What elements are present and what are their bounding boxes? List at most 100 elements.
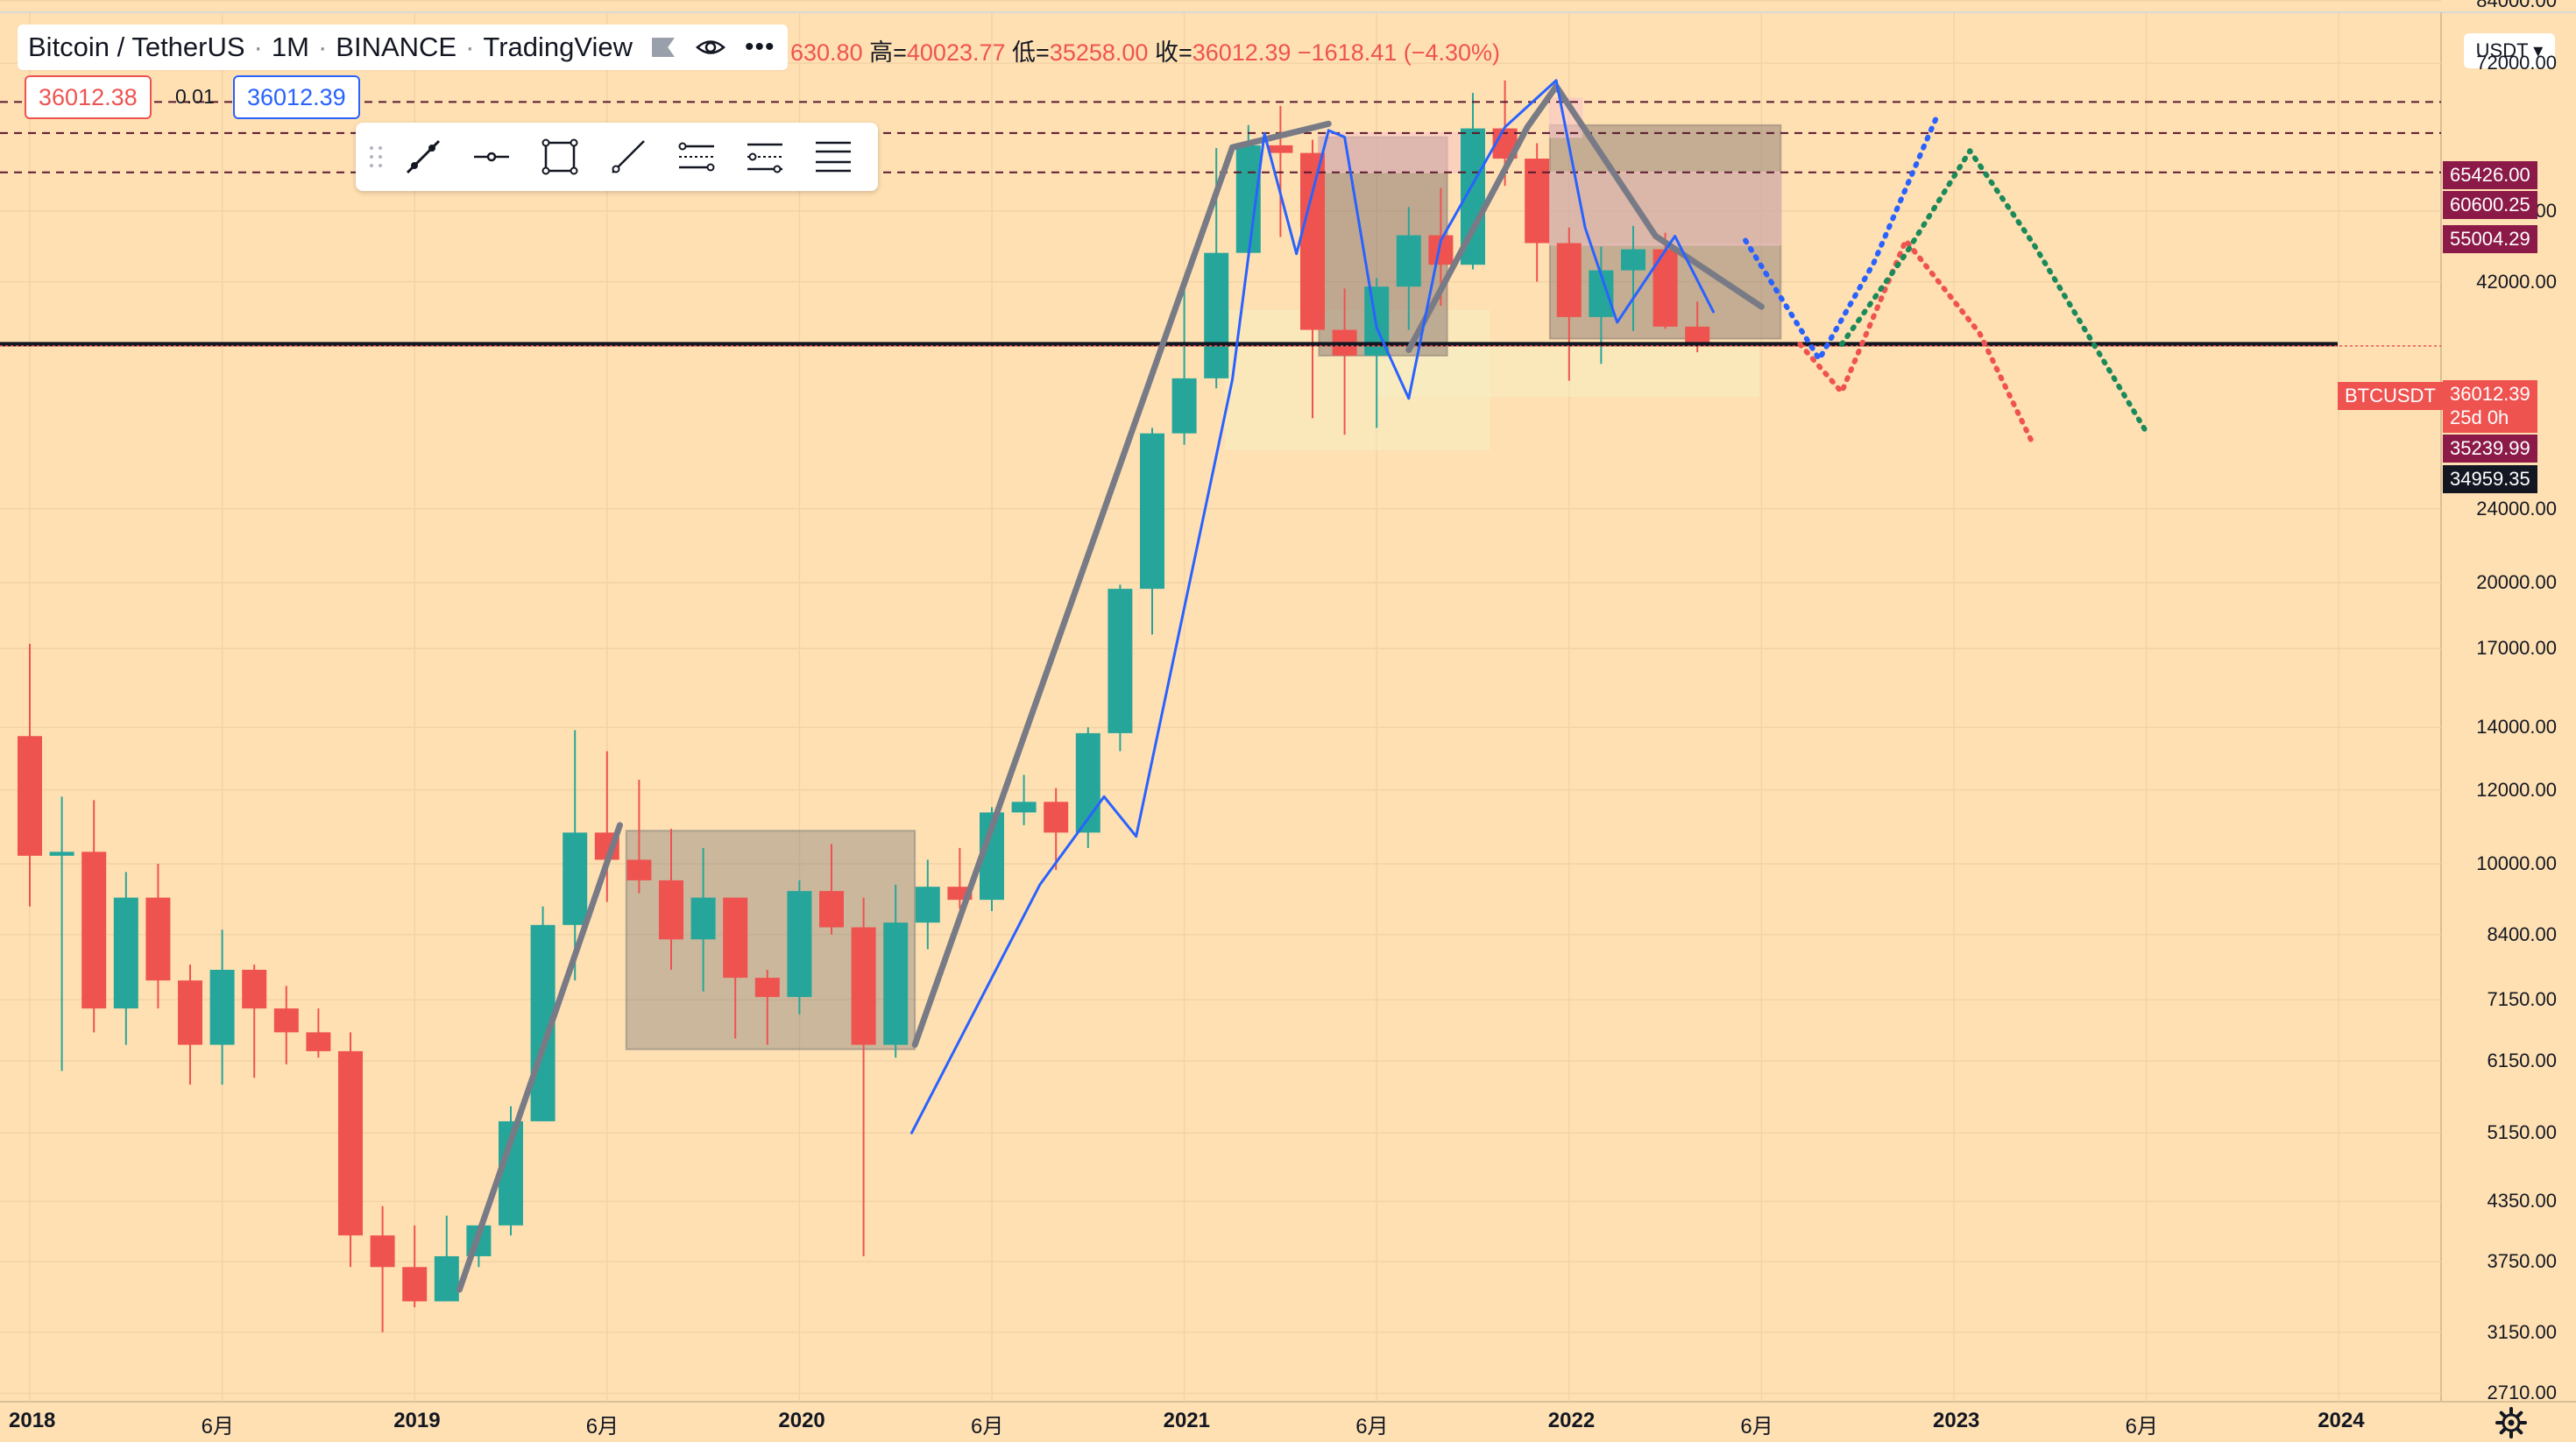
candle-body [1652,249,1678,327]
trend-line-2019 [456,822,623,1293]
flag-icon[interactable] [652,38,676,57]
candle-body [434,1255,459,1302]
horizontal-ray-icon [474,152,509,162]
rectangle-tool[interactable] [526,123,594,191]
rectangle-icon [541,138,578,175]
time-axis-label: 6月 [585,1415,619,1438]
trend-line-icon [406,139,441,174]
current-price-value: 36012.39 [2450,383,2530,405]
time-axis-label: 6月 [2125,1415,2158,1438]
close-label: 收= [1154,39,1192,66]
candle-body [723,897,748,979]
candle-body [49,852,74,856]
parallel-channel-icon [678,142,715,172]
time-axis-label: 2021 [1163,1409,1210,1432]
price-axis-label: 6150.00 [2487,1050,2557,1072]
buy-price-button[interactable]: 36012.39 [233,75,360,119]
parallel-channel-tool[interactable] [662,123,731,191]
price-axis-label: 8400.00 [2487,922,2557,945]
horizontal-lines-icon [816,141,851,173]
candle-body [1300,152,1325,330]
open-value: 630.80 [790,39,863,66]
candle-body [563,832,588,925]
low-value: 35258.00 [1049,39,1149,66]
sell-price-button[interactable]: 36012.38 [25,75,152,119]
time-axis-label: 6月 [201,1415,234,1438]
time-axis-label: 6月 [1355,1415,1389,1438]
price-axis-label: 24000.00 [2476,497,2557,520]
symbol-price-label: BTCUSDT [2338,382,2443,410]
ohlc-values: 630.80 高=40023.77 低=35258.00 收=36012.39 … [790,33,1500,67]
eye-icon[interactable] [696,32,725,62]
price-axis-label: 17000.00 [2476,637,2557,660]
candle-body [1556,243,1582,317]
close-value: 36012.39 [1192,39,1292,66]
candle-body [338,1050,363,1236]
candle-body [690,897,716,940]
candle-body [915,887,940,923]
more-options-icon[interactable]: ••• [745,32,775,61]
price-axis-label: 2710.00 [2487,1382,2557,1404]
high-value: 40023.77 [906,39,1006,66]
price-axis-label: 5150.00 [2487,1121,2557,1144]
candle-body [1525,159,1550,244]
projection-green [1838,148,2149,435]
candle-body [145,897,171,981]
price-tag-65426: 65426.00 [2443,161,2537,189]
symbol-name[interactable]: Bitcoin / TetherUS [28,32,245,62]
interval-label[interactable]: 1M [271,32,309,62]
ray-tool[interactable] [594,123,662,191]
high-label: 高= [869,39,907,66]
candle-body [1685,326,1710,344]
price-axis-label: 84000.00 [2476,0,2557,11]
price-axis-label: 14000.00 [2476,716,2557,739]
source-label: TradingView [483,32,633,62]
time-axis-label: 2022 [1547,1409,1596,1432]
drawing-toolbar [356,123,878,191]
price-axis-label: 4350.00 [2487,1190,2557,1212]
regression-lines-tool[interactable] [799,123,867,191]
candle-body [1108,589,1133,733]
candle-body [209,970,235,1045]
price-tag-60600: 60600.25 [2443,191,2537,219]
price-axis-label: 7150.00 [2487,988,2557,1011]
price-axis-label: 20000.00 [2476,571,2557,594]
candle-body [18,736,42,856]
price-axis-label: 3150.00 [2487,1320,2557,1343]
candle-body [242,970,267,1009]
trend-line-tool[interactable] [389,123,457,191]
exchange-label: BINANCE [336,32,457,62]
candle-body [754,978,780,998]
candle-body [1621,249,1645,271]
candle-body [178,980,202,1045]
current-price-tag: 36012.39 25d 0h [2443,380,2537,433]
price-axis-label: 12000.00 [2476,778,2557,801]
candle-body [787,891,812,998]
symbol-legend[interactable]: Bitcoin / TetherUS · 1M · BINANCE · Trad… [18,25,788,70]
drag-handle-icon[interactable] [363,139,389,174]
pink-box-1 [1318,131,1481,173]
time-axis-label: 2023 [1933,1409,1980,1432]
gear-icon[interactable] [2495,1407,2527,1438]
candle-body [1396,235,1421,287]
candle-body [819,891,844,928]
candle-body [1075,732,1100,833]
candle-body [402,1267,428,1302]
candle-body [306,1032,331,1051]
projection-red [1797,237,2037,449]
trend-line-2020 [911,120,1332,1049]
candle-body [1204,252,1229,378]
currency-selector[interactable]: USDT ▾ [2464,33,2555,68]
candle-body [370,1235,395,1268]
candle-body [273,1008,299,1033]
horizontal-ray-tool[interactable] [457,123,526,191]
price-axis-label: 10000.00 [2476,852,2557,874]
candle-body [659,880,683,940]
pitchfork-icon [747,143,782,173]
pitchfork-tool[interactable] [731,123,799,191]
spread-value: 0.01 [175,85,215,108]
candle-body [1044,802,1069,833]
candle-body [626,859,652,880]
